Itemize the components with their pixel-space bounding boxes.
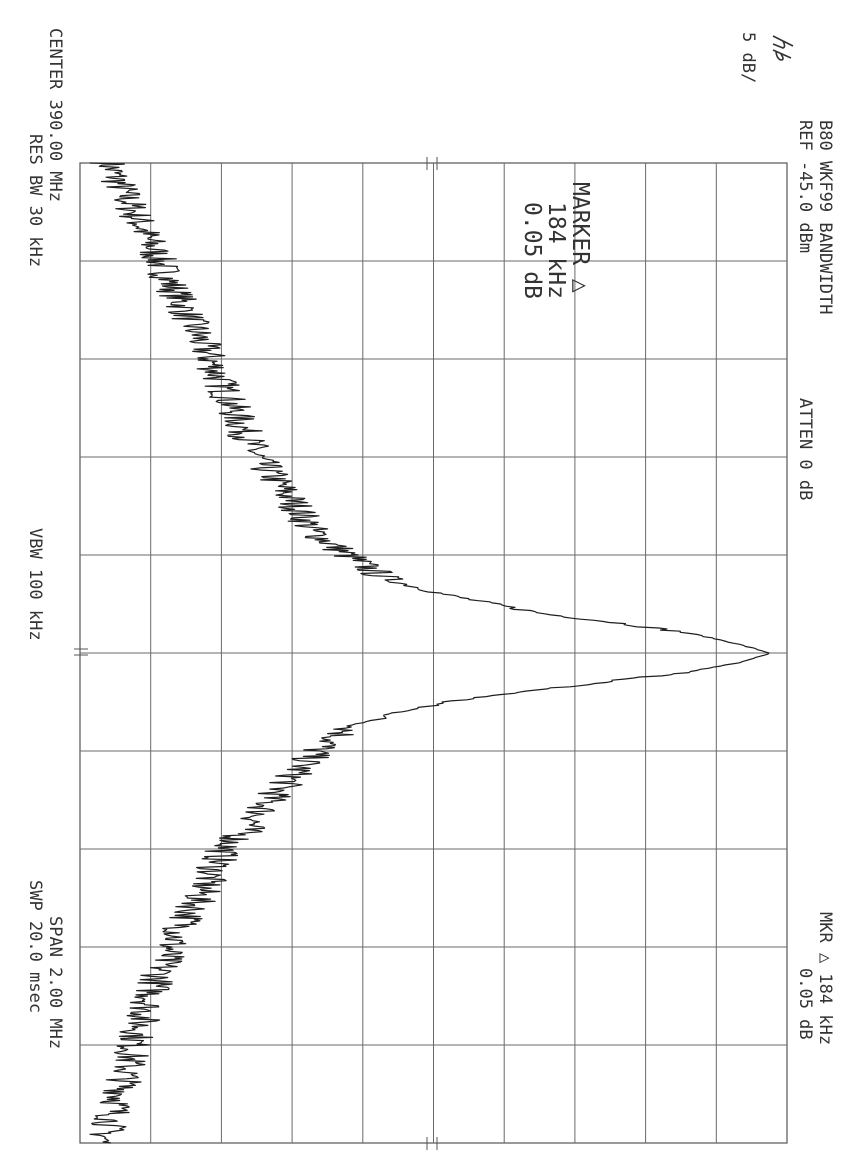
spectrum-trace [89, 162, 770, 1144]
instrument-title: B80 WKF99 BANDWIDTH [815, 120, 835, 314]
resolution-bandwidth: RES BW 30 kHz [25, 134, 45, 267]
scale-per-division: 5 dB/ [738, 32, 758, 83]
hp-logo-mark [772, 35, 794, 61]
plot-grid [79, 162, 788, 1144]
sweep-time: SWP 20.0 msec [25, 880, 45, 1013]
hp-logo [772, 35, 794, 61]
video-bandwidth: VBW 100 kHz [25, 528, 45, 641]
marker-readout-value: 0.05 dB [795, 968, 815, 1040]
center-frequency: CENTER 390.00 MHz [45, 28, 65, 202]
frequency-span: SPAN 2.00 MHz [45, 916, 65, 1049]
plot-ticks [74, 157, 438, 1150]
marker-readout: MKR △ 184 kHz [815, 912, 835, 1045]
ref-level: REF -45.0 dBm [795, 120, 815, 253]
attenuation: ATTEN 0 dB [795, 398, 815, 500]
marker-box-amplitude: 0.05 dB [519, 202, 545, 299]
marker-box-frequency: 184 kHz [543, 202, 569, 299]
marker-box-title: MARKER △ [567, 182, 593, 293]
